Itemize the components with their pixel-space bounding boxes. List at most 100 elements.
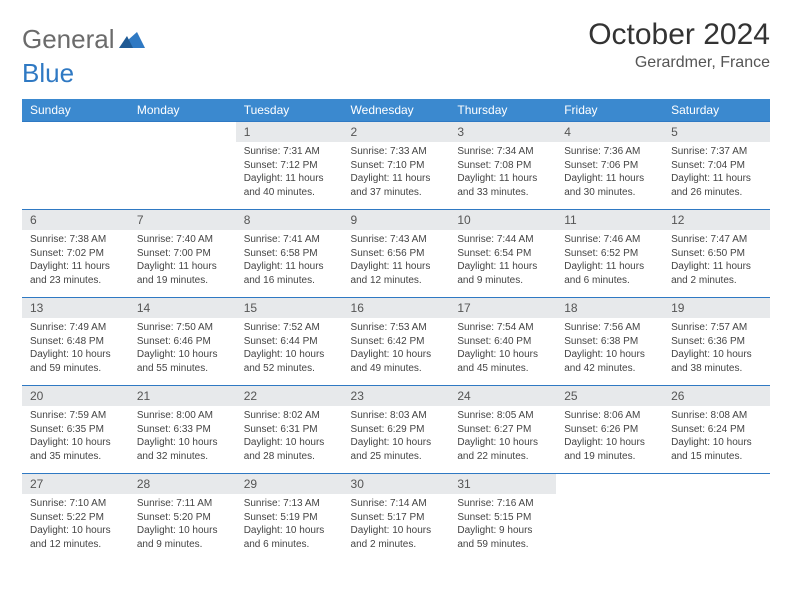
sunrise-text: Sunrise: 7:31 AM <box>244 145 335 159</box>
calendar-day-cell: 28Sunrise: 7:11 AMSunset: 5:20 PMDayligh… <box>129 474 236 562</box>
day-number: 2 <box>343 122 450 142</box>
calendar-day-cell: 13Sunrise: 7:49 AMSunset: 6:48 PMDayligh… <box>22 298 129 386</box>
calendar-day-cell: 5Sunrise: 7:37 AMSunset: 7:04 PMDaylight… <box>663 122 770 210</box>
daylight-text: Daylight: 11 hours and 30 minutes. <box>564 172 655 199</box>
day-number: 23 <box>343 386 450 406</box>
day-details: Sunrise: 7:50 AMSunset: 6:46 PMDaylight:… <box>129 318 236 379</box>
sunrise-text: Sunrise: 7:13 AM <box>244 497 335 511</box>
sunset-text: Sunset: 6:36 PM <box>671 335 762 349</box>
daylight-text: Daylight: 10 hours and 55 minutes. <box>137 348 228 375</box>
day-details: Sunrise: 7:52 AMSunset: 6:44 PMDaylight:… <box>236 318 343 379</box>
calendar-day-cell: 25Sunrise: 8:06 AMSunset: 6:26 PMDayligh… <box>556 386 663 474</box>
sunset-text: Sunset: 6:26 PM <box>564 423 655 437</box>
daylight-text: Daylight: 10 hours and 25 minutes. <box>351 436 442 463</box>
brand-part2: Blue <box>22 58 74 88</box>
calendar-day-cell: 31Sunrise: 7:16 AMSunset: 5:15 PMDayligh… <box>449 474 556 562</box>
calendar-week-row: 6Sunrise: 7:38 AMSunset: 7:02 PMDaylight… <box>22 210 770 298</box>
day-number: 18 <box>556 298 663 318</box>
daylight-text: Daylight: 10 hours and 52 minutes. <box>244 348 335 375</box>
day-number: 6 <box>22 210 129 230</box>
day-details: Sunrise: 8:06 AMSunset: 6:26 PMDaylight:… <box>556 406 663 467</box>
calendar-table: Sunday Monday Tuesday Wednesday Thursday… <box>22 99 770 562</box>
daylight-text: Daylight: 10 hours and 45 minutes. <box>457 348 548 375</box>
day-details: Sunrise: 7:47 AMSunset: 6:50 PMDaylight:… <box>663 230 770 291</box>
sunrise-text: Sunrise: 7:57 AM <box>671 321 762 335</box>
day-details: Sunrise: 8:02 AMSunset: 6:31 PMDaylight:… <box>236 406 343 467</box>
sunrise-text: Sunrise: 7:37 AM <box>671 145 762 159</box>
calendar-day-cell: 30Sunrise: 7:14 AMSunset: 5:17 PMDayligh… <box>343 474 450 562</box>
day-number: 5 <box>663 122 770 142</box>
daylight-text: Daylight: 10 hours and 15 minutes. <box>671 436 762 463</box>
day-details: Sunrise: 8:08 AMSunset: 6:24 PMDaylight:… <box>663 406 770 467</box>
sunrise-text: Sunrise: 8:05 AM <box>457 409 548 423</box>
daylight-text: Daylight: 10 hours and 2 minutes. <box>351 524 442 551</box>
calendar-day-cell: 15Sunrise: 7:52 AMSunset: 6:44 PMDayligh… <box>236 298 343 386</box>
sunrise-text: Sunrise: 8:02 AM <box>244 409 335 423</box>
calendar-week-row: 13Sunrise: 7:49 AMSunset: 6:48 PMDayligh… <box>22 298 770 386</box>
daylight-text: Daylight: 10 hours and 9 minutes. <box>137 524 228 551</box>
calendar-day-cell: . <box>22 122 129 210</box>
calendar-day-cell: 14Sunrise: 7:50 AMSunset: 6:46 PMDayligh… <box>129 298 236 386</box>
sunset-text: Sunset: 6:24 PM <box>671 423 762 437</box>
sunset-text: Sunset: 6:27 PM <box>457 423 548 437</box>
calendar-day-cell: 21Sunrise: 8:00 AMSunset: 6:33 PMDayligh… <box>129 386 236 474</box>
calendar-week-row: 27Sunrise: 7:10 AMSunset: 5:22 PMDayligh… <box>22 474 770 562</box>
sunset-text: Sunset: 7:08 PM <box>457 159 548 173</box>
calendar-day-cell: 9Sunrise: 7:43 AMSunset: 6:56 PMDaylight… <box>343 210 450 298</box>
day-details: Sunrise: 8:03 AMSunset: 6:29 PMDaylight:… <box>343 406 450 467</box>
calendar-day-cell: 23Sunrise: 8:03 AMSunset: 6:29 PMDayligh… <box>343 386 450 474</box>
calendar-day-cell: 19Sunrise: 7:57 AMSunset: 6:36 PMDayligh… <box>663 298 770 386</box>
sunrise-text: Sunrise: 7:41 AM <box>244 233 335 247</box>
sunrise-text: Sunrise: 7:43 AM <box>351 233 442 247</box>
sunset-text: Sunset: 5:15 PM <box>457 511 548 525</box>
day-number: 12 <box>663 210 770 230</box>
weekday-header: Monday <box>129 99 236 122</box>
day-number: 28 <box>129 474 236 494</box>
sunrise-text: Sunrise: 7:54 AM <box>457 321 548 335</box>
calendar-day-cell: 27Sunrise: 7:10 AMSunset: 5:22 PMDayligh… <box>22 474 129 562</box>
sunset-text: Sunset: 6:58 PM <box>244 247 335 261</box>
daylight-text: Daylight: 11 hours and 23 minutes. <box>30 260 121 287</box>
calendar-day-cell: 8 Sunrise: 7:41 AMSunset: 6:58 PMDaylight… <box>236 210 343 298</box>
page-title: October 2024 <box>588 18 770 52</box>
calendar-day-cell: 26Sunrise: 8:08 AMSunset: 6:24 PMDayligh… <box>663 386 770 474</box>
day-details: Sunrise: 7:38 AMSunset: 7:02 PMDaylight:… <box>22 230 129 291</box>
day-number: 1 <box>236 122 343 142</box>
day-number: 9 <box>343 210 450 230</box>
daylight-text: Daylight: 10 hours and 42 minutes. <box>564 348 655 375</box>
daylight-text: Daylight: 11 hours and 19 minutes. <box>137 260 228 287</box>
daylight-text: Daylight: 11 hours and 37 minutes. <box>351 172 442 199</box>
sunrise-text: Sunrise: 8:03 AM <box>351 409 442 423</box>
daylight-text: Daylight: 10 hours and 32 minutes. <box>137 436 228 463</box>
day-number: 13 <box>22 298 129 318</box>
sunset-text: Sunset: 6:31 PM <box>244 423 335 437</box>
sunset-text: Sunset: 6:29 PM <box>351 423 442 437</box>
sunset-text: Sunset: 5:17 PM <box>351 511 442 525</box>
day-number: 24 <box>449 386 556 406</box>
daylight-text: Daylight: 10 hours and 22 minutes. <box>457 436 548 463</box>
weekday-header: Saturday <box>663 99 770 122</box>
day-details: Sunrise: 7:53 AMSunset: 6:42 PMDaylight:… <box>343 318 450 379</box>
sunset-text: Sunset: 6:48 PM <box>30 335 121 349</box>
sunrise-text: Sunrise: 7:40 AM <box>137 233 228 247</box>
day-number: 20 <box>22 386 129 406</box>
day-number: 3 <box>449 122 556 142</box>
sunset-text: Sunset: 6:46 PM <box>137 335 228 349</box>
sunset-text: Sunset: 6:54 PM <box>457 247 548 261</box>
day-number: 7 <box>129 210 236 230</box>
sunset-text: Sunset: 6:52 PM <box>564 247 655 261</box>
day-number: 8 <box>236 210 343 230</box>
daylight-text: Daylight: 11 hours and 16 minutes. <box>244 260 335 287</box>
weekday-header: Tuesday <box>236 99 343 122</box>
sunset-text: Sunset: 7:04 PM <box>671 159 762 173</box>
calendar-day-cell: 6Sunrise: 7:38 AMSunset: 7:02 PMDaylight… <box>22 210 129 298</box>
daylight-text: Daylight: 11 hours and 6 minutes. <box>564 260 655 287</box>
sunset-text: Sunset: 6:40 PM <box>457 335 548 349</box>
sunrise-text: Sunrise: 7:56 AM <box>564 321 655 335</box>
day-number: 16 <box>343 298 450 318</box>
calendar-day-cell: 24 Sunrise: 8:05 AMSunset: 6:27 PMDayligh… <box>449 386 556 474</box>
day-details: Sunrise: 7:37 AMSunset: 7:04 PMDaylight:… <box>663 142 770 203</box>
sunset-text: Sunset: 6:50 PM <box>671 247 762 261</box>
day-details: Sunrise: 7:43 AMSunset: 6:56 PMDaylight:… <box>343 230 450 291</box>
day-number: 11 <box>556 210 663 230</box>
